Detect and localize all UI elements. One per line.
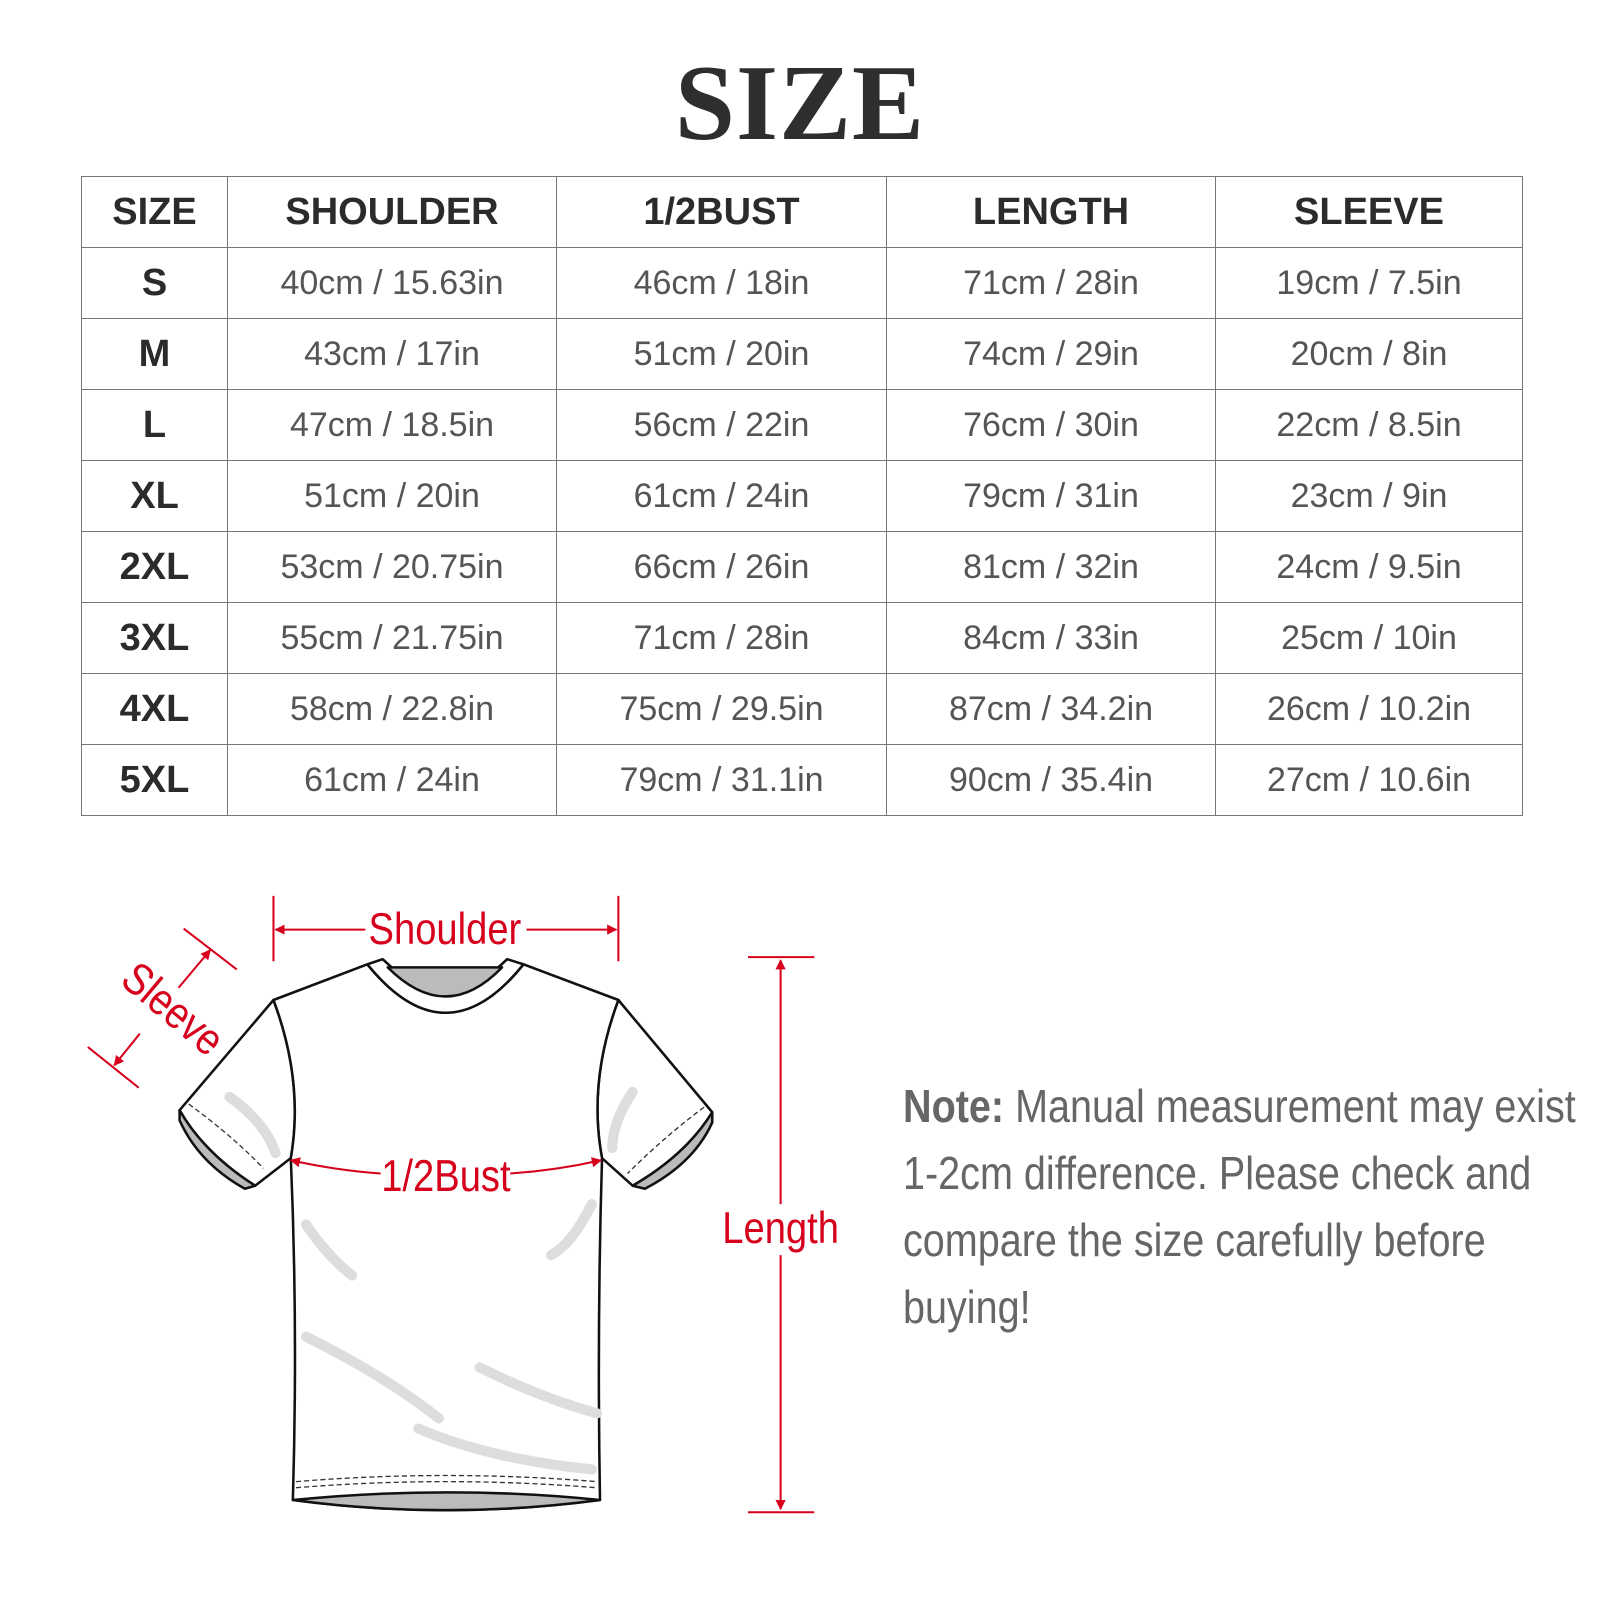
measurement-cell: 71cm / 28in xyxy=(556,602,887,674)
measurement-cell: 19cm / 7.5in xyxy=(1215,247,1523,319)
measurement-cell: 27cm / 10.6in xyxy=(1215,744,1523,816)
measurement-cell: 24cm / 9.5in xyxy=(1215,531,1523,603)
measurement-arrows xyxy=(87,895,815,1514)
bust-label: 1/2Bust xyxy=(381,1150,511,1201)
table-row: XL 51cm / 20in 61cm / 24in 79cm / 31in 23cm … xyxy=(81,460,1523,532)
table-row: 3XL 55cm / 21.75in 71cm / 28in 84cm / 33in 2… xyxy=(81,602,1523,674)
note-text: Note: Manual measurement may exist 1-2cm… xyxy=(903,1073,1582,1341)
size-cell: S xyxy=(81,247,228,319)
shoulder-label: Shoulder xyxy=(369,903,522,954)
measurement-cell: 43cm / 17in xyxy=(227,318,557,390)
table-row: 4XL 58cm / 22.8in 75cm / 29.5in 87cm / 34.2… xyxy=(81,673,1523,745)
length-label: Length xyxy=(722,1202,839,1253)
column-header: SIZE xyxy=(81,176,228,248)
size-cell: 5XL xyxy=(81,744,228,816)
measurement-cell: 40cm / 15.63in xyxy=(227,247,557,319)
measurement-cell: 25cm / 10in xyxy=(1215,602,1523,674)
tshirt-icon xyxy=(178,957,714,1512)
measurement-cell: 61cm / 24in xyxy=(556,460,887,532)
measurement-cell: 75cm / 29.5in xyxy=(556,673,887,745)
page-title: SIZE xyxy=(674,44,926,163)
measurement-cell: 53cm / 20.75in xyxy=(227,531,557,603)
measurement-cell: 23cm / 9in xyxy=(1215,460,1523,532)
size-cell: L xyxy=(81,389,228,461)
measurement-cell: 84cm / 33in xyxy=(886,602,1216,674)
size-cell: 4XL xyxy=(81,673,228,745)
column-header: LENGTH xyxy=(886,176,1216,248)
size-cell: M xyxy=(81,318,228,390)
measurement-cell: 74cm / 29in xyxy=(886,318,1216,390)
measurement-cell: 22cm / 8.5in xyxy=(1215,389,1523,461)
measurement-cell: 76cm / 30in xyxy=(886,389,1216,461)
note-body: Manual measurement may exist 1-2cm diffe… xyxy=(903,1080,1576,1333)
table-row: 2XL 53cm / 20.75in 66cm / 26in 81cm / 32in 2… xyxy=(81,531,1523,603)
column-header: 1/2BUST xyxy=(556,176,887,248)
measurement-cell: 20cm / 8in xyxy=(1215,318,1523,390)
table-header-row: SIZE SHOULDER 1/2BUST LENGTH SLEEVE xyxy=(81,176,1523,248)
table-row: S 40cm / 15.63in 46cm / 18in 71cm / 28in 19c… xyxy=(81,247,1523,319)
table-row: L 47cm / 18.5in 56cm / 22in 76cm / 30in 22cm… xyxy=(81,389,1523,461)
measurement-cell: 56cm / 22in xyxy=(556,389,887,461)
measurement-cell: 55cm / 21.75in xyxy=(227,602,557,674)
measurement-cell: 61cm / 24in xyxy=(227,744,557,816)
table-row: M 43cm / 17in 51cm / 20in 74cm / 29in 20cm /… xyxy=(81,318,1523,390)
note-label: Note: xyxy=(903,1080,1005,1132)
measurement-cell: 81cm / 32in xyxy=(886,531,1216,603)
measurement-cell: 58cm / 22.8in xyxy=(227,673,557,745)
size-cell: XL xyxy=(81,460,228,532)
measurement-cell: 51cm / 20in xyxy=(227,460,557,532)
column-header: SLEEVE xyxy=(1215,176,1523,248)
size-table: SIZE SHOULDER 1/2BUST LENGTH SLEEVE S 40cm / … xyxy=(81,176,1523,816)
size-cell: 3XL xyxy=(81,602,228,674)
table-row: 5XL 61cm / 24in 79cm / 31.1in 90cm / 35.4in… xyxy=(81,744,1523,816)
measurement-cell: 66cm / 26in xyxy=(556,531,887,603)
sleeve-label: Sleeve xyxy=(112,952,234,1066)
measurement-cell: 71cm / 28in xyxy=(886,247,1216,319)
measurement-cell: 26cm / 10.2in xyxy=(1215,673,1523,745)
measurement-cell: 90cm / 35.4in xyxy=(886,744,1216,816)
measurement-cell: 46cm / 18in xyxy=(556,247,887,319)
measurement-cell: 51cm / 20in xyxy=(556,318,887,390)
measurement-cell: 79cm / 31.1in xyxy=(556,744,887,816)
